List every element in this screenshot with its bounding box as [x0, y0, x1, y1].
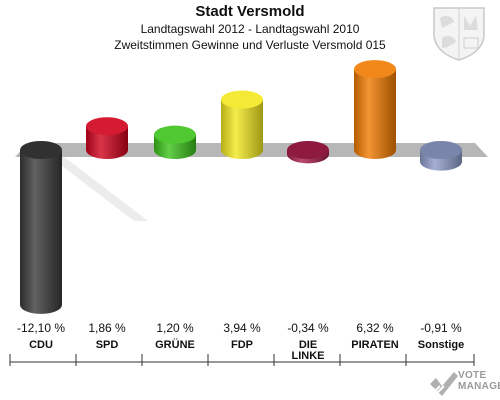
logo-vote-text: VOTE	[458, 370, 487, 381]
value-label-cdu: -12,10 %	[17, 321, 65, 335]
value-label-spd: 1,86 %	[88, 321, 126, 335]
category-label-fdp: FDP	[231, 339, 253, 351]
bar-spd	[86, 117, 128, 159]
category-label-sonstige: Sonstige	[418, 339, 464, 351]
value-label-sonstige: -0,91 %	[420, 321, 462, 335]
value-label-piraten: 6,32 %	[356, 321, 394, 335]
category-label-piraten: PIRATEN	[351, 339, 399, 351]
category-label-die-linke-1: DIE	[299, 339, 317, 351]
chart-title: Stadt Versmold	[195, 3, 305, 20]
bar-shadows	[49, 156, 149, 222]
value-label-fdp: 3,94 %	[223, 321, 261, 335]
bar-fdp	[221, 90, 263, 159]
bar-shadow-cdu	[49, 156, 149, 222]
vote-manager-logo-icon	[430, 372, 458, 396]
value-labels: -12,10 % 1,86 % 1,20 % 3,94 % -0,34 % 6,32 % -…	[17, 321, 462, 335]
chart-subtitle-election: Landtagswahl 2012 - Landtagswahl 2010	[140, 22, 360, 36]
category-label-spd: SPD	[96, 339, 119, 351]
bar-sonstige	[420, 141, 462, 171]
bars	[20, 60, 462, 314]
coat-of-arms-icon	[433, 7, 485, 61]
category-label-die-linke-2: LINKE	[292, 350, 325, 362]
bar-die-linke	[287, 141, 329, 164]
category-label-cdu: CDU	[29, 339, 53, 351]
chart-subtitle-district: Zweitstimmen Gewinne und Verluste Versmo…	[114, 38, 386, 52]
logo-manager-text: MANAGER	[458, 381, 500, 392]
bar-gruene	[154, 125, 196, 159]
bar-piraten	[354, 60, 396, 159]
category-label-gruene: GRÜNE	[155, 338, 195, 351]
value-label-gruene: 1,20 %	[156, 321, 194, 335]
bar-cdu	[20, 141, 62, 314]
value-label-die-linke: -0,34 %	[287, 321, 329, 335]
